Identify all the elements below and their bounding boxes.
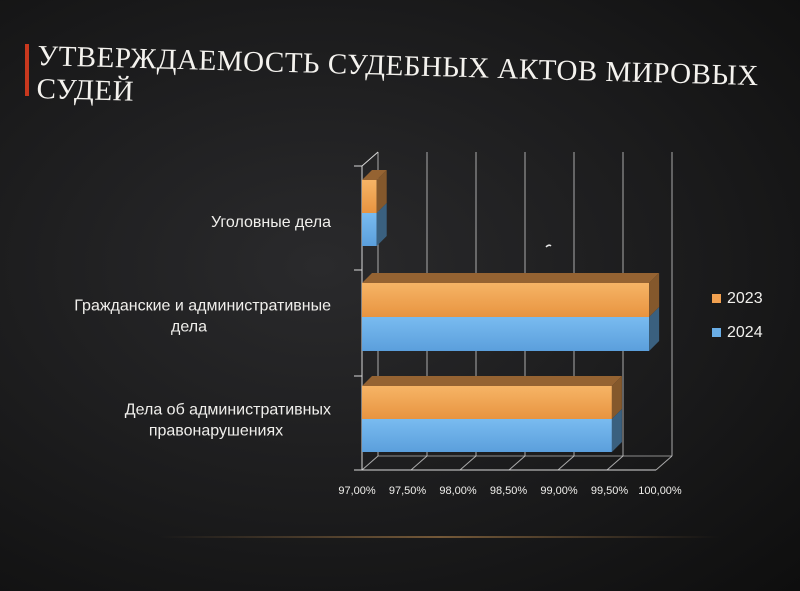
- x-tick-label: 97,00%: [338, 485, 376, 497]
- category-label: Гражданские и административные: [74, 298, 331, 315]
- x-tick-label: 99,00%: [540, 485, 578, 497]
- bar-2023-1-top-face: [362, 170, 387, 180]
- floor-gridline: [410, 455, 428, 471]
- bar-2024-3: [362, 419, 612, 452]
- floor-gridline: [606, 455, 624, 471]
- bar-2023-2: [362, 283, 650, 317]
- bar-2024-1: [362, 213, 377, 246]
- legend-label-2024: 2024: [727, 324, 763, 341]
- category-label: Дела об административных: [125, 402, 331, 419]
- decorative-divider: [160, 536, 720, 538]
- legend-swatch-2023: [712, 294, 721, 303]
- chart-labels: Уголовные дела Гражданские и администрати…: [74, 214, 682, 497]
- category-label: дела: [171, 319, 207, 336]
- title-accent-bar: [25, 44, 29, 96]
- floor-gridline: [655, 455, 673, 471]
- bar-2024-1-end-face: [376, 203, 387, 246]
- legend-label-2023: 2023: [727, 290, 763, 307]
- chart-legend: 2023 2024: [712, 290, 763, 341]
- chart-bars: [362, 170, 660, 452]
- bar-2023-3-top-face: [362, 376, 622, 386]
- y-axis-depth-line: [361, 151, 379, 167]
- bar-2024-2: [362, 317, 650, 351]
- x-tick-label: 99,50%: [591, 485, 629, 497]
- bar-2023-1-end-face: [376, 170, 387, 213]
- category-label: правонарушениях: [149, 423, 283, 440]
- bar-2023-2-end-face: [649, 273, 660, 317]
- x-tick-label: 100,00%: [638, 485, 682, 497]
- x-tick-label: 97,50%: [389, 485, 427, 497]
- floor-gridline: [361, 455, 379, 471]
- category-label: Уголовные дела: [211, 214, 331, 231]
- decorative-mark: [545, 244, 552, 248]
- legend-swatch-2024: [712, 328, 721, 337]
- bar-2023-1: [362, 180, 377, 213]
- bar-2024-3-end-face: [611, 409, 622, 452]
- floor-gridline: [508, 455, 526, 471]
- floor-gridline: [459, 455, 477, 471]
- bar-2023-3: [362, 386, 612, 419]
- floor-gridline: [557, 455, 575, 471]
- bar-2023-2-top-face: [362, 273, 660, 283]
- bar-2023-3-end-face: [611, 376, 622, 419]
- x-tick-label: 98,50%: [490, 485, 528, 497]
- bar-2024-2-end-face: [649, 307, 660, 351]
- x-tick-label: 98,00%: [439, 485, 477, 497]
